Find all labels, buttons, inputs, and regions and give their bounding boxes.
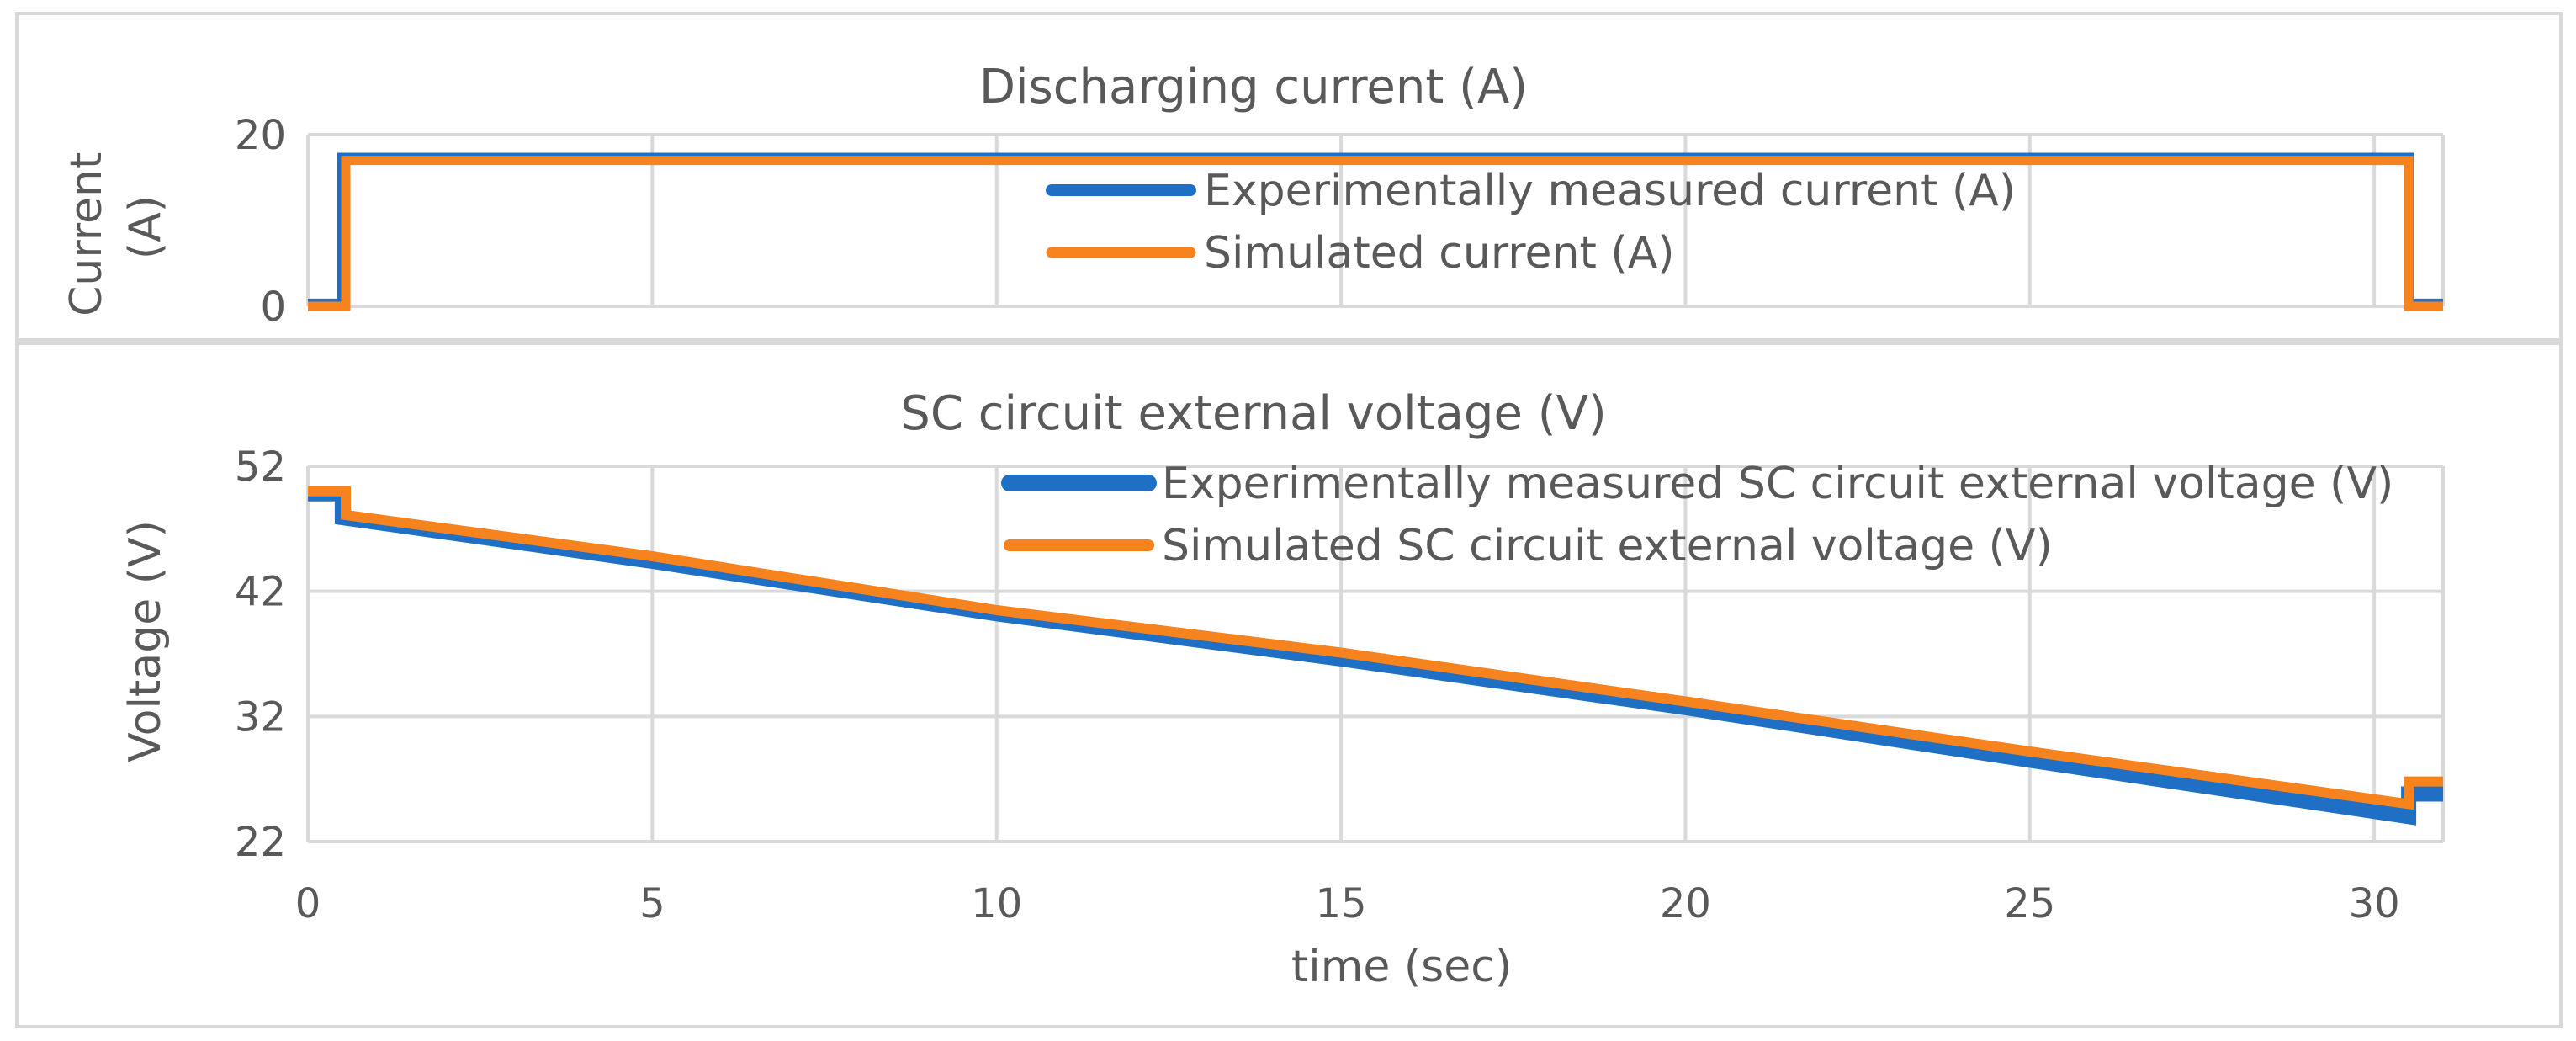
voltage-chart-y-ticks: 22 32 42 52 bbox=[235, 443, 286, 866]
current-chart-y-ticks: 0 20 bbox=[235, 112, 286, 331]
voltage-y-tick-label: 52 bbox=[235, 443, 286, 491]
voltage-y-tick-label: 42 bbox=[235, 569, 286, 616]
voltage-y-tick-label: 22 bbox=[235, 819, 286, 866]
voltage-x-tick-label: 30 bbox=[2349, 880, 2400, 927]
current-legend-label-simulated: Simulated current (A) bbox=[1204, 228, 1675, 279]
voltage-y-tick-label: 32 bbox=[235, 693, 286, 741]
current-chart-y-axis-label: Current (A) bbox=[61, 138, 171, 316]
current-chart-y-axis-label-line1: Current bbox=[61, 152, 112, 316]
voltage-chart-frame bbox=[15, 342, 2563, 1028]
voltage-chart-x-axis-label: time (sec) bbox=[1291, 942, 1512, 992]
current-chart-y-axis-label-line2: (A) bbox=[120, 195, 171, 259]
current-y-tick-label: 0 bbox=[260, 284, 286, 331]
voltage-x-tick-label: 15 bbox=[1316, 880, 1367, 927]
current-y-tick-label: 20 bbox=[235, 112, 286, 159]
voltage-x-tick-label: 25 bbox=[2004, 880, 2055, 927]
voltage-legend-label-simulated: Simulated SC circuit external voltage (V… bbox=[1162, 521, 2053, 571]
current-legend-label-experimental: Experimentally measured current (A) bbox=[1204, 166, 2016, 216]
voltage-chart: SC circuit external voltage (V) 22324252… bbox=[15, 342, 2563, 1028]
current-chart-title: Discharging current (A) bbox=[979, 60, 1528, 114]
current-chart-series bbox=[308, 152, 2443, 311]
voltage-chart-y-axis-label: Voltage (V) bbox=[120, 520, 171, 762]
current-chart-frame bbox=[15, 12, 2563, 342]
current-chart: Discharging current (A) 020 Current (A) … bbox=[15, 12, 2563, 342]
voltage-chart-x-ticks: 0 5 10 15 20 25 30 bbox=[295, 880, 2400, 927]
current-chart-legend: Experimentally measured current (A) Simul… bbox=[1046, 166, 2016, 279]
voltage-x-tick-label: 10 bbox=[971, 880, 1022, 927]
voltage-chart-series bbox=[308, 486, 2443, 826]
voltage-x-tick-label: 0 bbox=[295, 880, 321, 927]
voltage-chart-grid bbox=[306, 465, 2445, 843]
voltage-chart-title: SC circuit external voltage (V) bbox=[900, 386, 1606, 441]
voltage-x-tick-label: 20 bbox=[1660, 880, 1711, 927]
current-series-line-simulated bbox=[308, 156, 2443, 311]
voltage-x-tick-label: 5 bbox=[639, 880, 665, 927]
voltage-legend-label-experimental: Experimentally measured SC circuit exter… bbox=[1162, 459, 2393, 509]
voltage-series-line-simulated bbox=[308, 486, 2443, 810]
voltage-chart-legend: Experimentally measured SC circuit exter… bbox=[1001, 459, 2393, 571]
